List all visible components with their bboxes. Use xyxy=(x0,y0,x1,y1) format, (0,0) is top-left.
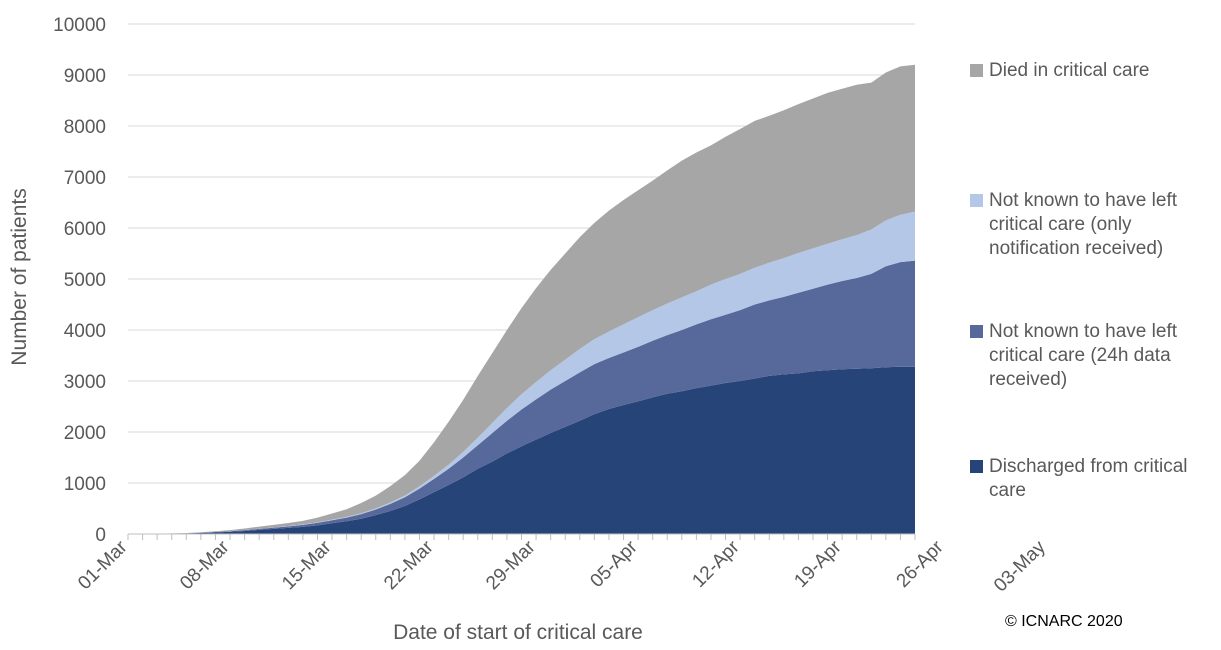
y-tick-label: 0 xyxy=(95,525,106,546)
y-tick-label: 3000 xyxy=(64,372,106,393)
x-tick-label: 08-Mar xyxy=(176,536,234,594)
y-axis-label: Number of patients xyxy=(8,188,31,365)
x-tick-label: 26-Apr xyxy=(893,536,949,592)
x-tick-label: 05-Apr xyxy=(586,536,642,592)
y-tick-label: 10000 xyxy=(53,15,106,36)
y-tick-label: 2000 xyxy=(64,423,106,444)
y-tick-label: 8000 xyxy=(64,117,106,138)
legend-label-24h: Not known to have left critical care (24… xyxy=(989,321,1177,390)
legend-swatch-died xyxy=(970,64,983,77)
lag-shading: Lag xyxy=(957,32,990,54)
y-tick-label: 6000 xyxy=(64,219,106,240)
series-area-0 xyxy=(128,366,915,534)
legend-label-discharged: Discharged from critical care xyxy=(989,456,1188,501)
x-tick-label: 29-Mar xyxy=(482,536,540,594)
x-axis-label: Date of start of critical care xyxy=(393,621,643,644)
area-series xyxy=(128,64,915,535)
y-tick-label: 1000 xyxy=(64,474,106,495)
legend-label-notification: Not known to have left critical care (on… xyxy=(989,190,1177,259)
legend-item-died: Died in critical care xyxy=(970,59,1219,83)
series-area-3 xyxy=(128,64,915,535)
x-tick-label: 19-Apr xyxy=(790,536,846,592)
legend-item-discharged: Discharged from critical care xyxy=(970,455,1219,503)
x-tick-label: 03-May xyxy=(990,536,1050,596)
y-tick-label: 7000 xyxy=(64,168,106,189)
legend-swatch-notification xyxy=(970,194,983,207)
series-area-2 xyxy=(128,211,915,534)
copyright-notice: © ICNARC 2020 xyxy=(1005,613,1123,630)
x-tick-label: 12-Apr xyxy=(688,536,744,592)
x-tick-label: 22-Mar xyxy=(380,536,438,594)
y-tick-label: 5000 xyxy=(64,270,106,291)
series-area-1 xyxy=(128,260,915,534)
y-tick-label: 9000 xyxy=(64,66,106,87)
gridlines xyxy=(128,23,915,484)
legend-label-died: Died in critical care xyxy=(989,60,1150,81)
x-tick-label: 15-Mar xyxy=(278,536,336,594)
legend-swatch-24h xyxy=(970,325,983,338)
legend-item-24h: Not known to have left critical care (24… xyxy=(970,320,1219,392)
y-tick-label: 4000 xyxy=(64,321,106,342)
legend-item-notification: Not known to have left critical care (on… xyxy=(970,189,1219,261)
legend-swatch-discharged xyxy=(970,460,983,473)
lag-label: Lag xyxy=(957,32,990,54)
